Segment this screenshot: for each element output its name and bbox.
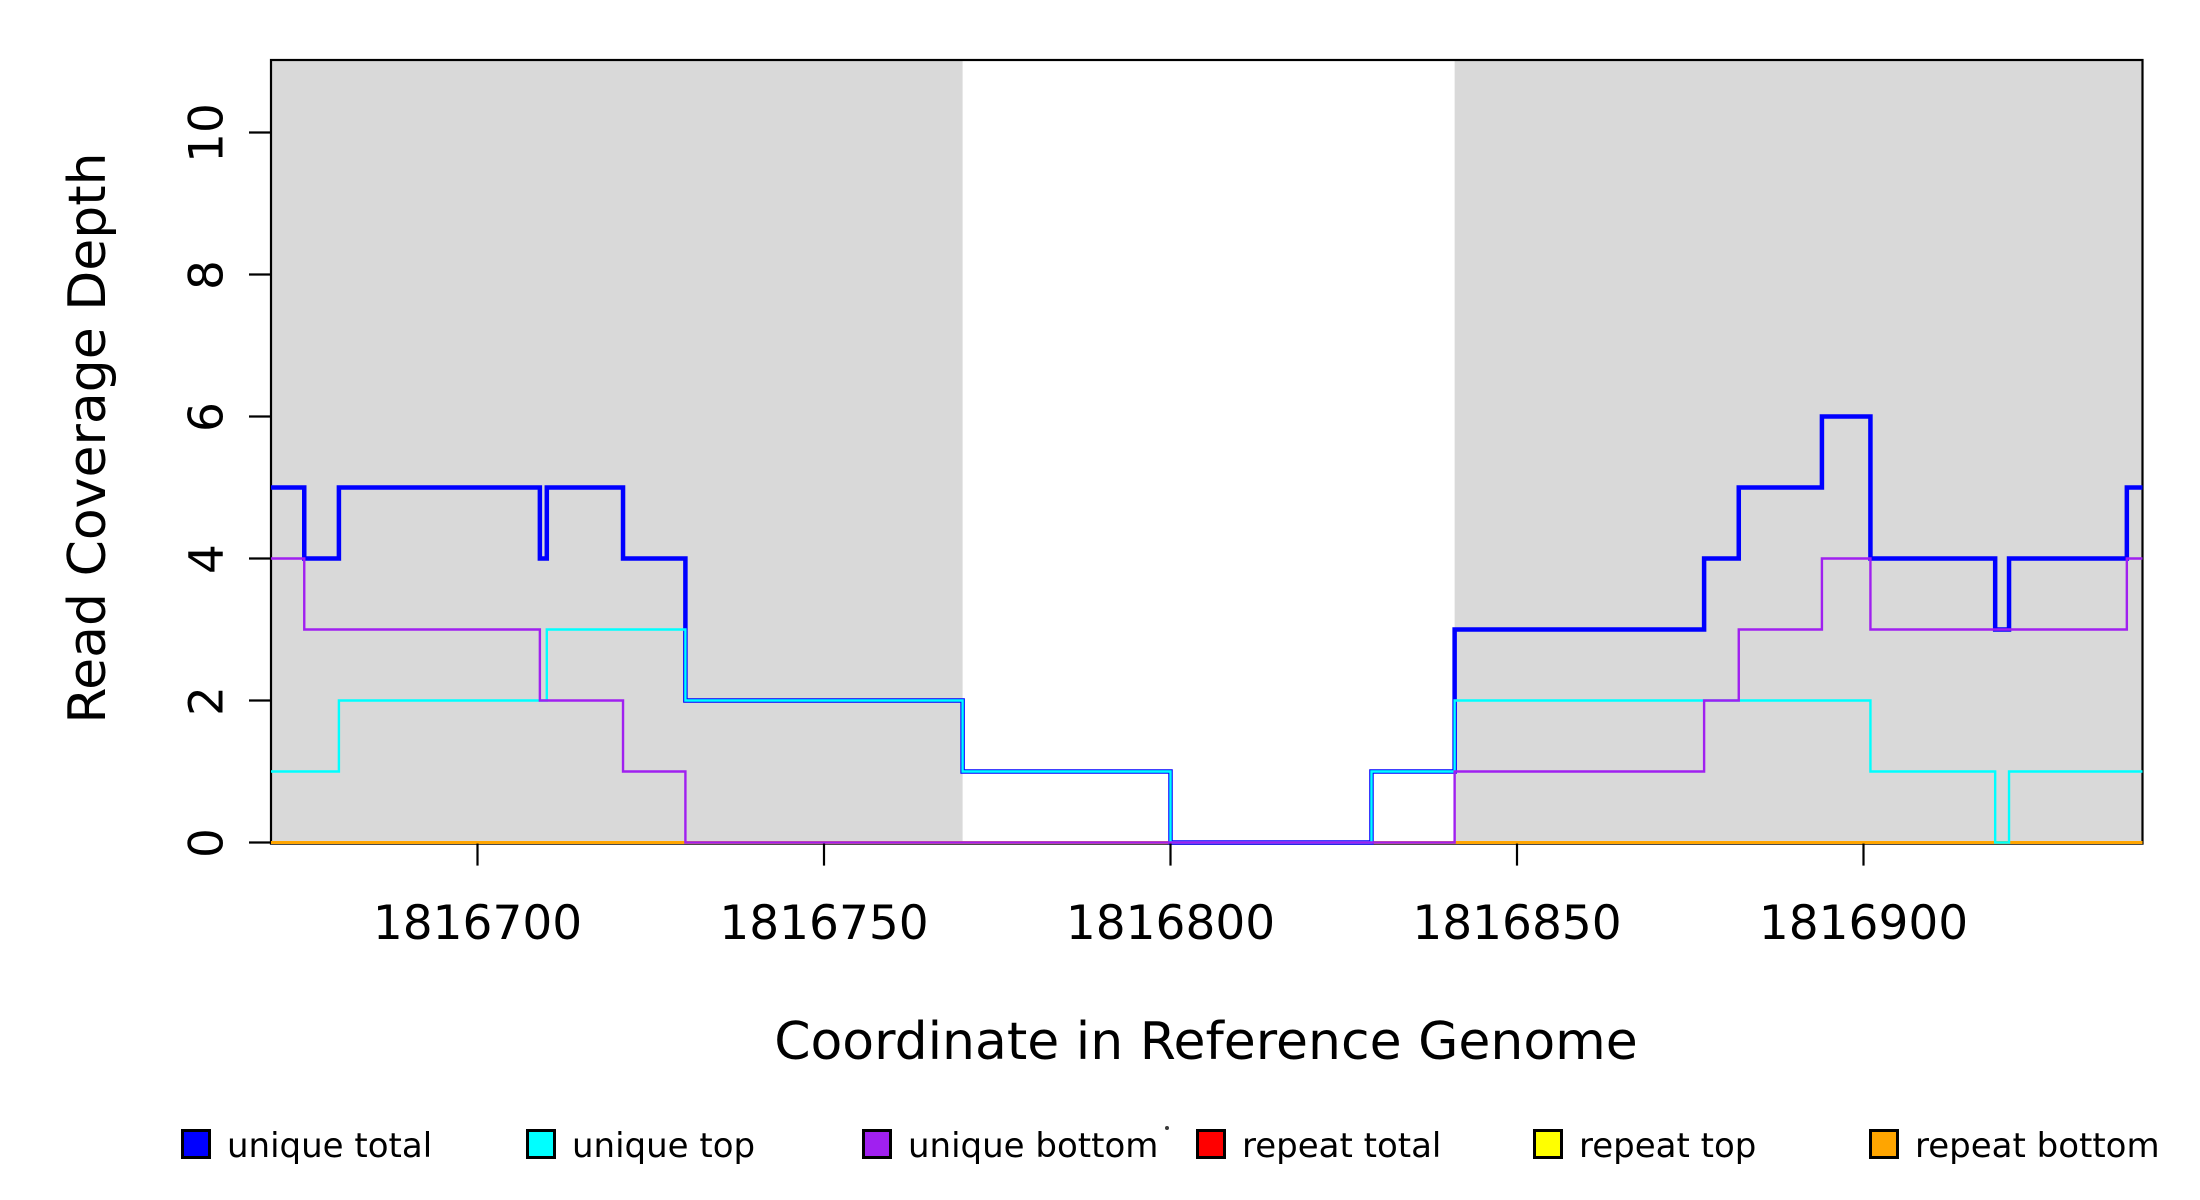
- y-tick-label-4: 4: [179, 543, 235, 574]
- legend-swatch-repeat-top: [1533, 1129, 1563, 1159]
- legend-swatch-unique-top: [526, 1129, 556, 1159]
- right-gray-block: [1454, 60, 2143, 844]
- x-axis-title: Coordinate in Reference Genome: [774, 1012, 1638, 1072]
- y-tick-label-6: 6: [179, 401, 235, 432]
- left-gray-block: [271, 60, 963, 844]
- x-tick-label-1816900: 1816900: [1758, 896, 1969, 951]
- legend-swatch-repeat-total: [1196, 1129, 1226, 1159]
- y-tick-label-10: 10: [179, 102, 235, 163]
- legend-label-repeat-total: repeat total: [1242, 1126, 1442, 1166]
- stray-dot-artifact: [1165, 1126, 1169, 1130]
- legend-label-unique-total: unique total: [227, 1126, 433, 1166]
- x-tick-label-1816850: 1816850: [1412, 896, 1622, 951]
- series-group: [271, 414, 2143, 845]
- y-tick-label-8: 8: [179, 259, 235, 290]
- x-tick-label-1816800: 1816800: [1065, 896, 1276, 951]
- y-tick-label-0: 0: [179, 827, 235, 858]
- legend-label-unique-bottom: unique bottom: [908, 1126, 1159, 1166]
- legend-label-repeat-top: repeat top: [1579, 1126, 1757, 1166]
- series-line-unique-bottom: [271, 557, 2143, 844]
- y-axis-title: Read Coverage Depth: [58, 152, 118, 724]
- legend-label-repeat-bottom: repeat bottom: [1915, 1126, 2160, 1166]
- y-tick-label-2: 2: [179, 685, 235, 716]
- legend-swatch-unique-total: [181, 1129, 211, 1159]
- legend-swatch-unique-bottom: [862, 1129, 892, 1159]
- legend-swatch-repeat-bottom: [1869, 1129, 1899, 1159]
- x-tick-label-1816700: 1816700: [372, 896, 583, 951]
- x-tick-label-1816750: 1816750: [719, 896, 929, 951]
- legend-label-unique-top: unique top: [572, 1126, 756, 1166]
